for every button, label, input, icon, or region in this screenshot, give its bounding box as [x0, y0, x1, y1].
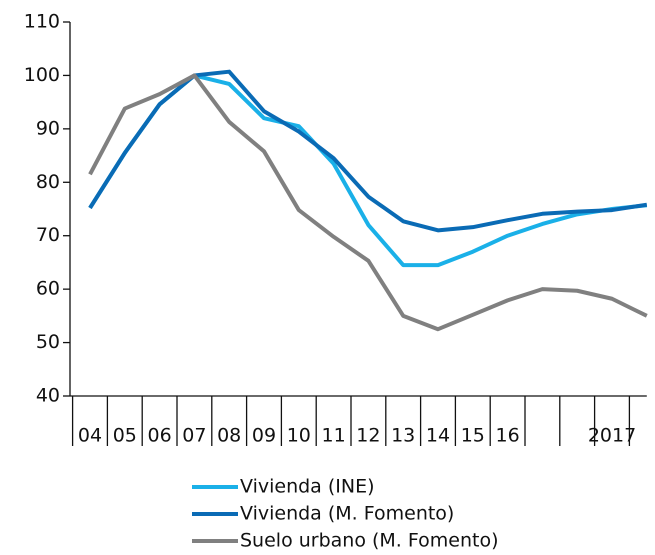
x-tick-label: 15: [461, 425, 485, 447]
x-tick-label: 06: [148, 425, 172, 447]
x-tick-label: 07: [182, 425, 206, 447]
legend-label: Suelo urbano (M. Fomento): [240, 530, 499, 552]
x-tick-label: 11: [322, 425, 346, 447]
x-tick-label: 04: [78, 425, 102, 447]
legend-label: Vivienda (M. Fomento): [240, 503, 454, 525]
x-tick-label: 2017: [588, 425, 636, 447]
legend-label: Vivienda (INE): [240, 476, 375, 498]
y-tick-label: 70: [36, 224, 60, 246]
x-tick-label: 05: [113, 425, 137, 447]
x-tick-label: 12: [356, 425, 380, 447]
y-tick-label: 110: [24, 11, 60, 33]
x-tick-label: 08: [217, 425, 241, 447]
y-tick-label: 80: [36, 171, 60, 193]
x-tick-label: 13: [391, 425, 415, 447]
x-tick-label: 14: [426, 425, 450, 447]
x-tick-label: 10: [287, 425, 311, 447]
y-tick-label: 40: [36, 385, 60, 407]
x-tick-label: 16: [496, 425, 520, 447]
line-series: [88, 73, 648, 332]
x-tick-label: 09: [252, 425, 276, 447]
y-tick-label: 100: [24, 64, 60, 86]
y-tick-label: 50: [36, 331, 60, 353]
y-tick-label: 90: [36, 117, 60, 139]
line-series: [88, 69, 648, 233]
line-series: [88, 73, 648, 268]
y-tick-label: 60: [36, 278, 60, 300]
